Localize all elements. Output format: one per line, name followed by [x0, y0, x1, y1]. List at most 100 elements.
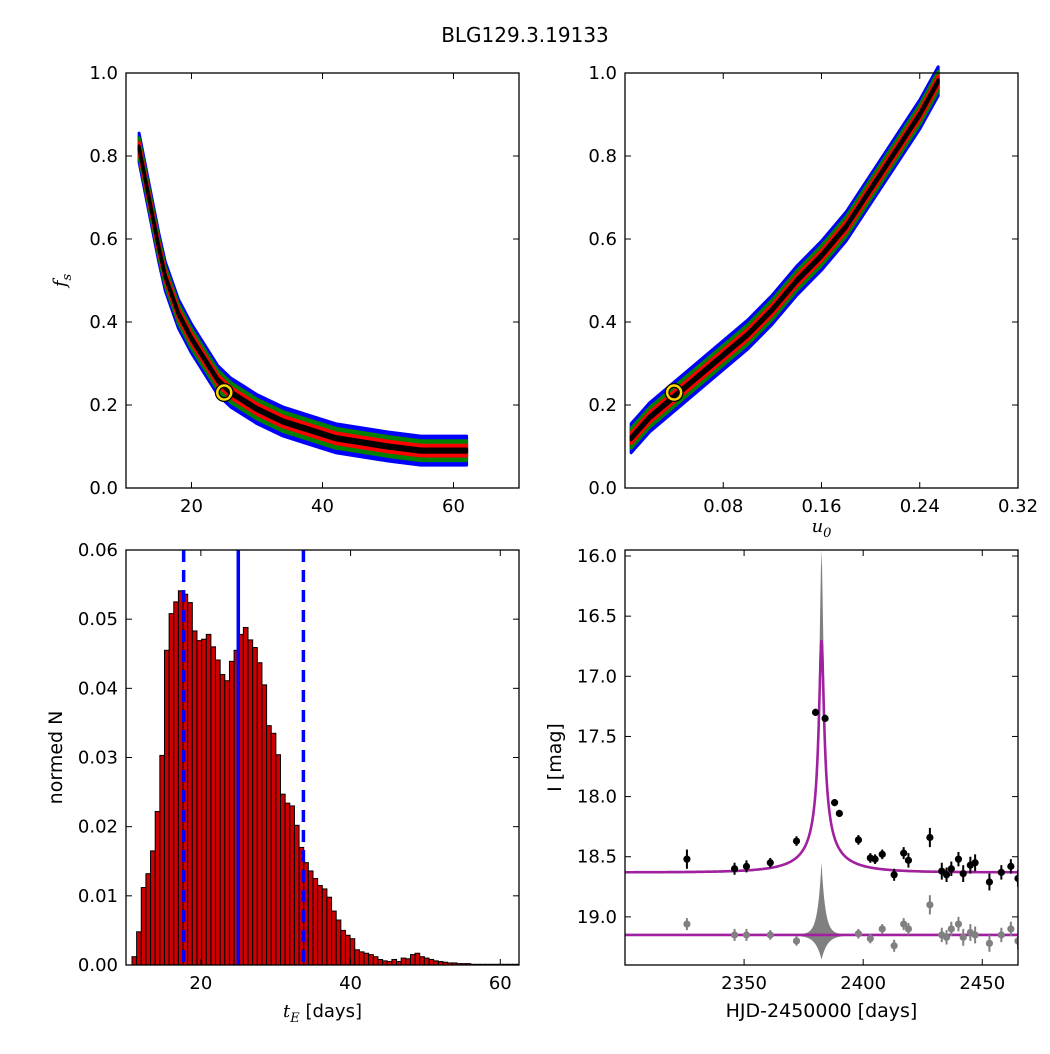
residual-point	[971, 931, 979, 939]
y-tick-label: 0.05	[78, 609, 118, 630]
histogram-bar	[191, 630, 198, 965]
histogram-bar	[205, 633, 212, 965]
histogram-bar	[219, 674, 226, 965]
histogram-bar	[280, 793, 286, 965]
histogram-bar	[266, 725, 272, 965]
model-envelope	[625, 550, 1018, 874]
histogram-bar	[368, 954, 374, 965]
photometry-point	[904, 856, 913, 864]
photometry-point	[831, 799, 839, 807]
histogram-bar	[293, 824, 300, 965]
histogram-bar	[145, 873, 152, 965]
photometry-point	[900, 849, 908, 857]
histogram-bar	[187, 602, 193, 965]
histogram-bar	[335, 919, 342, 965]
histogram-bar	[228, 660, 235, 965]
x-tick-label: 20	[189, 973, 212, 994]
histogram-bar	[289, 805, 295, 965]
photometry-point	[835, 809, 843, 818]
best-fit-marker-ring	[665, 384, 683, 401]
x-tick-label: 40	[339, 973, 362, 994]
y-tick-label: 0.0	[588, 478, 617, 499]
histogram-bar	[136, 931, 142, 965]
photometry-point	[811, 708, 820, 716]
y-tick-label: 0.04	[78, 678, 118, 699]
x-axis-label: tE [days]	[283, 1001, 362, 1026]
histogram-bar	[428, 958, 435, 965]
histogram-bar	[419, 956, 425, 965]
x-axis-label: u0	[812, 516, 832, 541]
residual-point	[792, 937, 801, 945]
histogram-bar	[317, 884, 323, 965]
x-tick-label: 0.08	[703, 496, 743, 517]
histogram-bar	[391, 958, 398, 965]
residual-point	[985, 939, 994, 947]
x-tick-label: 40	[311, 496, 334, 517]
photometry-point	[1007, 862, 1015, 870]
y-tick-label: 18.0	[577, 787, 617, 808]
y-tick-label: 19.0	[577, 907, 617, 928]
photometry-point	[942, 871, 951, 879]
histogram-bar	[298, 846, 305, 965]
photometry-point	[985, 878, 994, 886]
x-tick-label: 60	[442, 496, 465, 517]
photometry-point	[971, 859, 979, 867]
y-tick-label: 17.0	[577, 666, 617, 687]
histogram-bar	[159, 754, 165, 965]
histogram-bar	[210, 646, 217, 965]
y-tick-label: 17.5	[577, 726, 617, 747]
best-fit-marker-ring	[216, 384, 233, 401]
residual-point	[1007, 925, 1015, 933]
histogram-bar	[409, 954, 416, 965]
y-tick-label: 0.01	[78, 886, 118, 907]
y-tick-label: 0.8	[89, 146, 118, 167]
residual-point	[942, 933, 951, 941]
photometry-point	[730, 865, 739, 873]
histogram-bar	[377, 958, 384, 965]
panel-fs-vs-u0: 0.08 0.16 0.24 0.32 0.0 0.2 0.4 0.6 0.8 1.0 u0	[588, 63, 1038, 541]
histogram-bar	[363, 952, 370, 965]
residual-point	[959, 933, 967, 941]
y-tick-label: 0.02	[78, 817, 118, 838]
histogram-bar	[354, 949, 360, 965]
residual-point	[900, 920, 908, 928]
x-tick-label: 0.16	[801, 496, 841, 517]
photometry-point	[1014, 874, 1018, 882]
histogram-bar	[201, 638, 207, 965]
y-tick-label: 0.4	[588, 312, 617, 333]
histogram-bar	[168, 613, 175, 965]
photometry-point	[854, 836, 863, 844]
histogram-bar	[252, 647, 258, 965]
histogram-bar	[224, 680, 230, 965]
photometry-point	[742, 862, 751, 870]
histogram-bar	[312, 878, 319, 965]
residual-point	[878, 925, 886, 933]
lightcurve-plot-area	[625, 550, 1018, 960]
histogram-bar	[242, 626, 249, 965]
panel-fs-vs-te: 20 40 600.00.20.40.60.81.0fs	[50, 63, 520, 517]
contour-outer	[629, 65, 940, 455]
histogram-bar	[247, 639, 254, 965]
y-tick-label: 0.06	[78, 540, 118, 561]
y-tick-label: 0.03	[78, 748, 118, 769]
residual-point	[926, 901, 934, 909]
photometry-point	[871, 855, 879, 863]
residual-point	[866, 934, 874, 943]
plot-frame	[624, 549, 1019, 966]
photometry-point	[926, 833, 934, 842]
histogram-bar	[196, 640, 203, 965]
panel-te-histogram: 20 40 60 0.00 0.01 0.02 0.03 0.04 0.05 0.06 normed…	[45, 540, 520, 1026]
histogram-bar	[307, 870, 314, 965]
contour-core	[137, 144, 469, 454]
histogram-bar	[326, 896, 333, 965]
photometry-point	[997, 868, 1005, 876]
photometry-point	[683, 855, 691, 863]
x-axis-label: HJD-2450000 [days]	[726, 1000, 918, 1022]
histogram-bar	[405, 958, 411, 965]
histogram-bar	[270, 732, 277, 965]
residual-point	[1014, 937, 1018, 945]
x-tick-label: 20	[180, 496, 203, 517]
histogram-bar	[150, 850, 156, 965]
histogram-bar	[344, 934, 351, 965]
